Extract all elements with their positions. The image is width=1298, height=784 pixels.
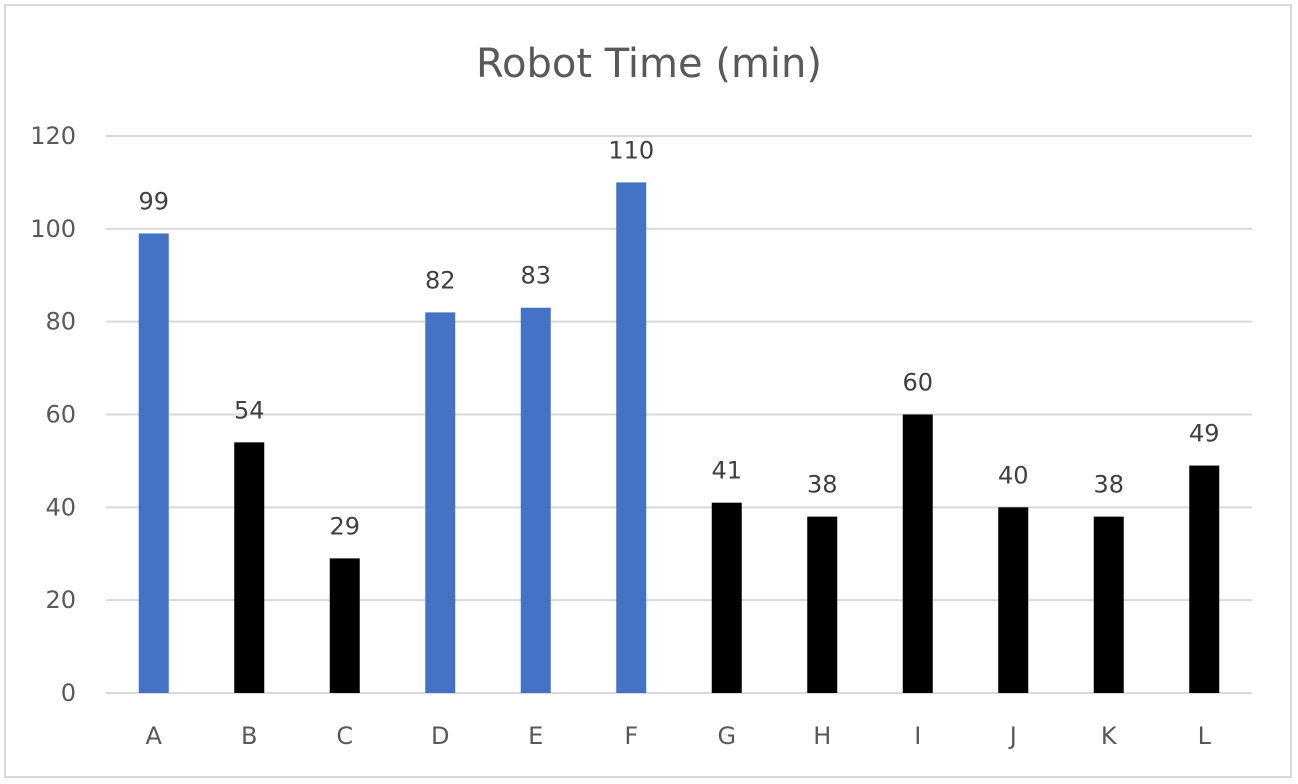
x-tick-label: E	[528, 722, 543, 750]
x-tick-label: D	[431, 722, 449, 750]
data-label: 83	[520, 262, 551, 290]
bars	[138, 182, 1220, 693]
y-axis-tick-labels: 0 20 40 60 80 100 120	[30, 122, 76, 707]
bar-I	[902, 414, 933, 693]
data-label: 110	[608, 136, 654, 164]
chart-frame	[4, 4, 1292, 778]
bar-F	[616, 182, 647, 693]
bar-L	[1189, 465, 1220, 693]
bar-G	[711, 502, 742, 693]
x-tick-label: C	[336, 722, 353, 750]
data-label: 41	[711, 457, 742, 485]
x-tick-label: K	[1101, 722, 1118, 750]
bar-E	[520, 307, 551, 693]
data-label: 60	[902, 369, 933, 397]
y-tick-label: 20	[45, 586, 76, 614]
y-tick-label: 120	[30, 122, 76, 150]
data-label: 99	[138, 187, 169, 215]
gridlines	[106, 135, 1252, 694]
bar-A	[138, 233, 169, 693]
data-label: 49	[1189, 420, 1220, 448]
y-tick-label: 60	[45, 401, 76, 429]
bar-D	[425, 312, 456, 693]
y-tick-label: 80	[45, 308, 76, 336]
x-tick-label: I	[914, 722, 921, 750]
x-tick-label: J	[1008, 722, 1017, 750]
bar-C	[329, 558, 360, 693]
data-label: 29	[329, 512, 360, 540]
x-tick-label: H	[813, 722, 831, 750]
data-label: 38	[1093, 471, 1124, 499]
y-tick-label: 100	[30, 215, 76, 243]
x-tick-label: B	[241, 722, 257, 750]
chart-title: Robot Time (min)	[476, 41, 822, 87]
bar-H	[807, 516, 838, 693]
bar-K	[1093, 516, 1124, 693]
y-tick-label: 40	[45, 493, 76, 521]
data-label: 54	[234, 396, 265, 424]
x-tick-label: F	[624, 722, 638, 750]
x-tick-label: L	[1198, 722, 1212, 750]
x-tick-label: G	[717, 722, 736, 750]
bar-J	[998, 507, 1029, 693]
data-label: 38	[807, 471, 838, 499]
bar-B	[234, 442, 265, 693]
data-labels: 99 54 29 82 83 110 41 38 60 40 38 49	[138, 136, 1219, 540]
x-axis-tick-labels: A B C D E F G H I J K L	[146, 722, 1212, 750]
data-label: 82	[425, 266, 456, 294]
y-tick-label: 0	[61, 679, 76, 707]
x-tick-label: A	[146, 722, 163, 750]
data-label: 40	[998, 461, 1029, 489]
